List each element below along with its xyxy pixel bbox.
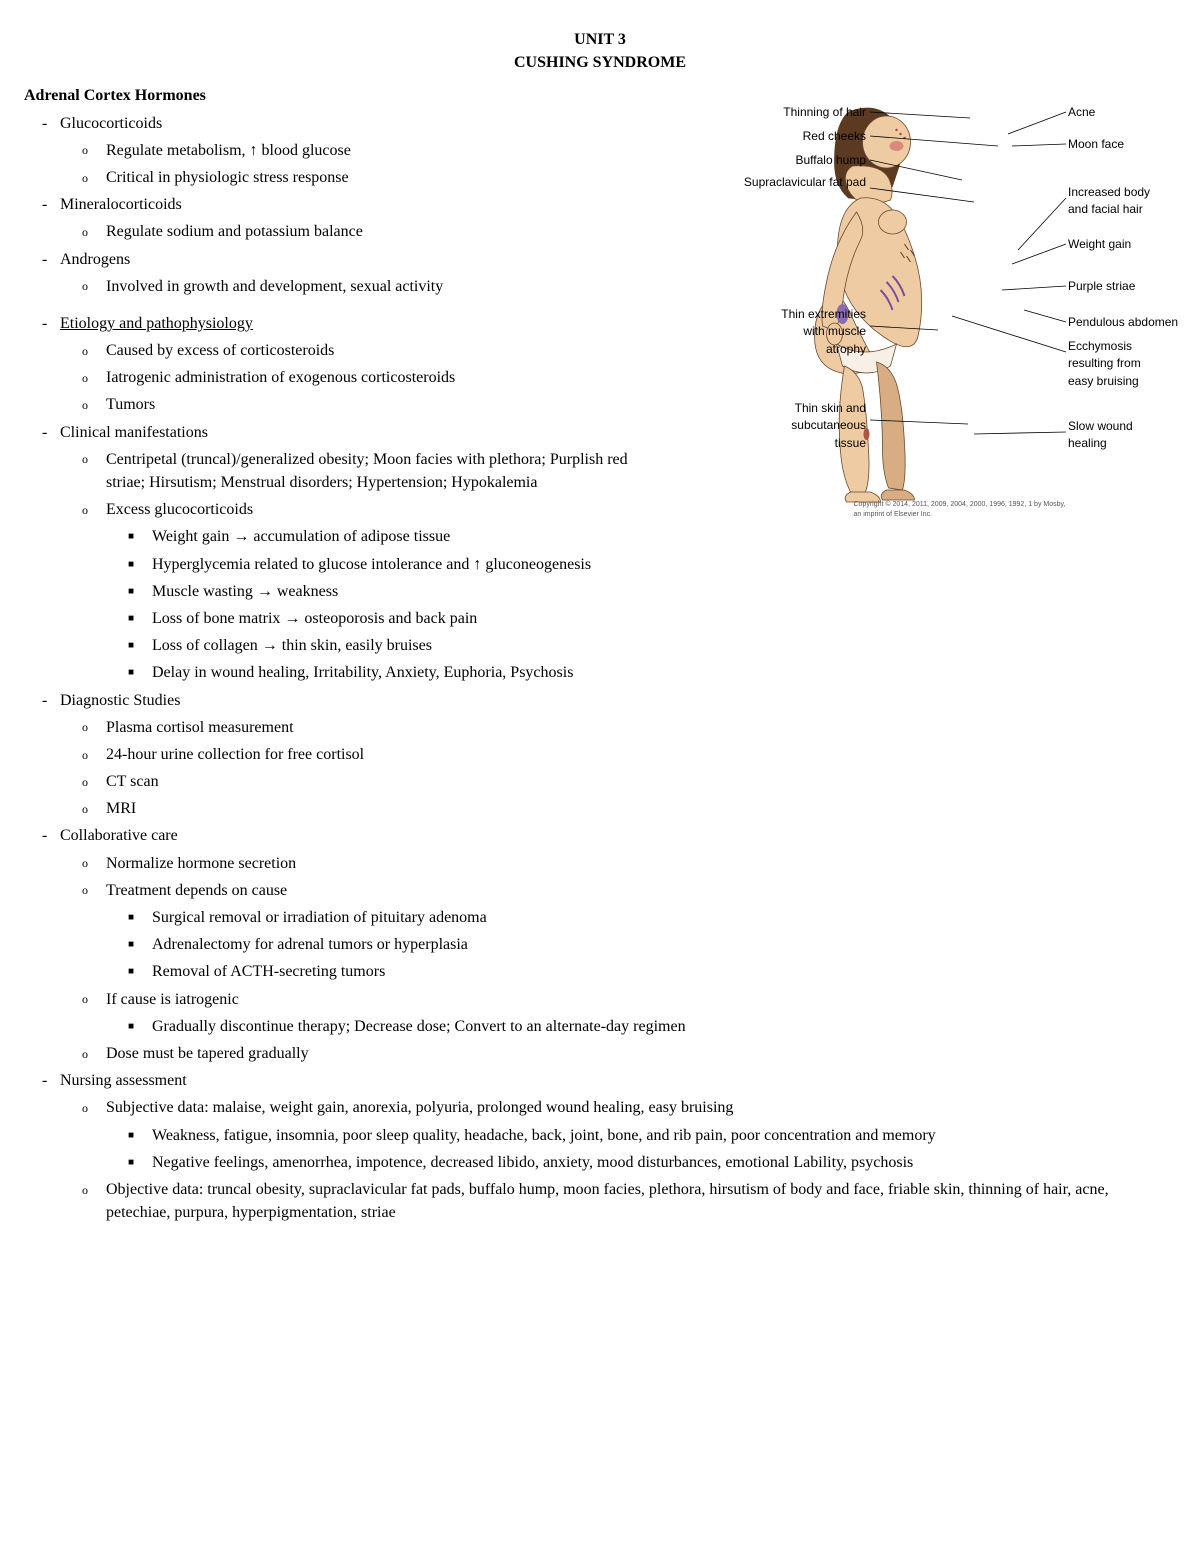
fig-thinskin: Thin skin and subcutaneous tissue <box>791 400 866 452</box>
header: UNIT 3 CUSHING SYNDROME <box>24 28 1176 74</box>
fig-weight: Weight gain <box>1068 236 1131 253</box>
diag: Diagnostic Studies Plasma cortisol measu… <box>60 689 1176 821</box>
fig-credit: Copyright © 2014, 2011, 2009, 2004, 2000… <box>854 500 1069 520</box>
clin-b-iii: Muscle wasting → weakness <box>152 580 1176 603</box>
fig-thinext: Thin extremities with muscle atrophy <box>781 306 866 358</box>
fig-slow: Slow wound healing <box>1068 418 1133 453</box>
clin-b-vi: Delay in wound healing, Irritability, An… <box>152 661 1176 684</box>
collab-b-i: Surgical removal or irradiation of pitui… <box>152 906 1176 929</box>
collab-c-i: Gradually discontinue therapy; Decrease … <box>152 1015 1176 1038</box>
fig-buffalo: Buffalo hump <box>796 152 867 169</box>
fig-pendulous: Pendulous abdomen <box>1068 314 1178 331</box>
fig-redcheeks: Red cheeks <box>803 128 866 145</box>
collab: Collaborative care Normalize hormone sec… <box>60 824 1176 1065</box>
fig-bodyhair: Increased body and facial hair <box>1068 184 1150 219</box>
page: UNIT 3 CUSHING SYNDROME Adrenal Cortex H… <box>0 0 1200 1553</box>
collab-a: Normalize hormone secretion <box>106 852 1176 875</box>
nursing-a-i: Weakness, fatigue, insomnia, poor sleep … <box>152 1124 1176 1147</box>
collab-d: Dose must be tapered gradually <box>106 1042 1176 1065</box>
clin-b-iv: Loss of bone matrix → osteoporosis and b… <box>152 607 1176 630</box>
fig-ecchy: Ecchymosis resulting from easy bruising <box>1068 338 1141 390</box>
diag-a: Plasma cortisol measurement <box>106 716 1176 739</box>
nursing-a-ii: Negative feelings, amenorrhea, impotence… <box>152 1151 1176 1174</box>
diag-d: MRI <box>106 797 1176 820</box>
nursing: Nursing assessment Subjective data: mala… <box>60 1069 1176 1224</box>
doc-title: CUSHING SYNDROME <box>24 51 1176 74</box>
diag-c: CT scan <box>106 770 1176 793</box>
fig-striae: Purple striae <box>1068 278 1135 295</box>
clin-b-i: Weight gain → accumulation of adipose ti… <box>152 525 1176 548</box>
clin-b-ii: Hyperglycemia related to glucose intoler… <box>152 553 1176 576</box>
fig-thinning: Thinning of hair <box>783 104 866 121</box>
collab-b: Treatment depends on cause Surgical remo… <box>106 879 1176 984</box>
fig-supra: Supraclavicular fat pad <box>744 174 866 191</box>
collab-b-ii: Adrenalectomy for adrenal tumors or hype… <box>152 933 1176 956</box>
nursing-b: Objective data: truncal obesity, supracl… <box>106 1178 1176 1224</box>
collab-c: If cause is iatrogenic Gradually discont… <box>106 988 1176 1038</box>
nursing-a: Subjective data: malaise, weight gain, a… <box>106 1096 1176 1174</box>
clin-b: Excess glucocorticoids Weight gain → acc… <box>106 498 1176 684</box>
clin-a: Centripetal (truncal)/generalized obesit… <box>106 448 646 494</box>
fig-moon: Moon face <box>1068 136 1124 153</box>
unit-label: UNIT 3 <box>24 28 1176 51</box>
collab-b-iii: Removal of ACTH-secreting tumors <box>152 960 1176 983</box>
clin-b-v: Loss of collagen → thin skin, easily bru… <box>152 634 1176 657</box>
figure-cushing: Thinning of hair Red cheeks Buffalo hump… <box>746 94 1176 524</box>
fig-acne: Acne <box>1068 104 1095 121</box>
diag-b: 24-hour urine collection for free cortis… <box>106 743 1176 766</box>
